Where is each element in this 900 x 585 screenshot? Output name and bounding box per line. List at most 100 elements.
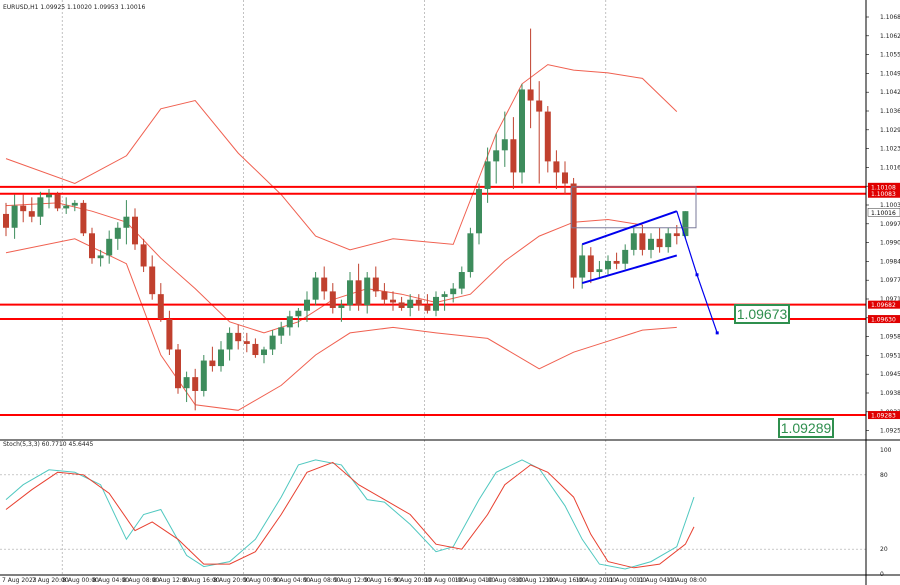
candle-body[interactable] bbox=[433, 296, 439, 311]
candle-body[interactable] bbox=[673, 233, 680, 237]
candle-body[interactable] bbox=[450, 288, 457, 295]
candle-body[interactable] bbox=[175, 349, 181, 389]
candle-body[interactable] bbox=[20, 205, 27, 212]
candle-body[interactable] bbox=[544, 111, 551, 162]
y-tick-label: 1.09710 bbox=[880, 296, 900, 303]
level-tag-box bbox=[867, 208, 900, 217]
candle-body[interactable] bbox=[304, 299, 310, 311]
y-tick-label: 1.09580 bbox=[880, 334, 900, 341]
candle-body[interactable] bbox=[579, 255, 586, 278]
candle-body[interactable] bbox=[407, 299, 414, 308]
candle-body[interactable] bbox=[166, 319, 173, 350]
target-callout-1-inner bbox=[736, 306, 788, 322]
target-callout-1: 1.09673 bbox=[734, 304, 790, 324]
x-tick-label: 7 Aug 2023 bbox=[2, 577, 37, 584]
candle-body[interactable] bbox=[510, 139, 517, 173]
candle-body[interactable] bbox=[11, 205, 18, 228]
candle-body[interactable] bbox=[209, 360, 216, 367]
candle-body[interactable] bbox=[665, 233, 672, 248]
candle-body[interactable] bbox=[338, 305, 345, 308]
candle-body[interactable] bbox=[587, 255, 594, 273]
candle-body[interactable] bbox=[562, 172, 568, 184]
candle-body[interactable] bbox=[226, 332, 233, 350]
candle-body[interactable] bbox=[89, 233, 95, 259]
candle-body[interactable] bbox=[613, 260, 620, 264]
y-tick-label: 1.10165 bbox=[880, 164, 900, 171]
x-tick-label: 10 Aug 20:00 bbox=[576, 577, 617, 584]
candle-body[interactable] bbox=[183, 377, 190, 389]
candle-body[interactable] bbox=[605, 260, 611, 270]
candle-body[interactable] bbox=[622, 249, 629, 264]
candle-body[interactable] bbox=[3, 213, 9, 228]
candle-body[interactable] bbox=[28, 211, 35, 217]
candle-body[interactable] bbox=[114, 227, 121, 239]
candle-body[interactable] bbox=[321, 277, 328, 292]
candle-body[interactable] bbox=[372, 277, 379, 292]
candle-body[interactable] bbox=[140, 244, 147, 267]
candle-body[interactable] bbox=[648, 238, 654, 250]
candle-body[interactable] bbox=[252, 343, 259, 356]
candle-body[interactable] bbox=[493, 150, 500, 162]
candle-body[interactable] bbox=[458, 272, 465, 289]
drawings[interactable] bbox=[571, 186, 719, 335]
candle-body[interactable] bbox=[570, 183, 577, 278]
candle-body[interactable] bbox=[54, 194, 61, 209]
candle-body[interactable] bbox=[218, 349, 224, 367]
candle-body[interactable] bbox=[71, 202, 78, 206]
candle-body[interactable] bbox=[476, 189, 482, 234]
candle-body[interactable] bbox=[46, 194, 52, 198]
y-tick-label: 1.09840 bbox=[880, 258, 900, 265]
x-tick-label: 9 Aug 16:00 bbox=[364, 577, 401, 584]
level-tag-label: 1.09682 bbox=[871, 302, 896, 309]
candle-body[interactable] bbox=[381, 291, 388, 300]
candle-body[interactable] bbox=[132, 216, 138, 245]
candle-body[interactable] bbox=[243, 341, 250, 344]
candle-body[interactable] bbox=[286, 316, 293, 328]
candle-body[interactable] bbox=[200, 360, 207, 391]
candle-body[interactable] bbox=[441, 294, 448, 297]
candle-body[interactable] bbox=[682, 211, 689, 237]
candle-body[interactable] bbox=[123, 216, 130, 228]
range-box[interactable] bbox=[571, 186, 697, 229]
candle-body[interactable] bbox=[63, 205, 70, 209]
candle-body[interactable] bbox=[553, 161, 560, 173]
candle-body[interactable] bbox=[527, 89, 534, 101]
candle-body[interactable] bbox=[192, 377, 199, 391]
channel-lower-line[interactable] bbox=[581, 254, 678, 285]
candle-body[interactable] bbox=[424, 305, 431, 311]
candle-body[interactable] bbox=[347, 280, 353, 306]
x-tick-label: 9 Aug 04:00 bbox=[274, 577, 311, 584]
candles[interactable] bbox=[3, 28, 689, 411]
candle-body[interactable] bbox=[261, 349, 267, 356]
candle-body[interactable] bbox=[596, 269, 603, 273]
candle-body[interactable] bbox=[467, 233, 474, 273]
candle-body[interactable] bbox=[157, 294, 164, 320]
candle-body[interactable] bbox=[639, 233, 646, 250]
candle-body[interactable] bbox=[415, 299, 422, 306]
candle-body[interactable] bbox=[630, 233, 637, 250]
stoch-tick-label: 80 bbox=[880, 472, 888, 479]
candle-body[interactable] bbox=[106, 238, 113, 256]
candle-body[interactable] bbox=[97, 255, 104, 259]
candle-body[interactable] bbox=[656, 238, 663, 248]
candle-body[interactable] bbox=[484, 161, 491, 190]
candle-body[interactable] bbox=[536, 100, 543, 112]
candle-body[interactable] bbox=[519, 89, 525, 173]
candle-body[interactable] bbox=[312, 277, 319, 300]
channel-upper-line[interactable] bbox=[581, 210, 678, 246]
candle-body[interactable] bbox=[355, 280, 362, 306]
candle-body[interactable] bbox=[149, 266, 156, 295]
bollinger-lower-line bbox=[5, 238, 677, 411]
candle-body[interactable] bbox=[398, 302, 405, 308]
candle-body[interactable] bbox=[278, 327, 285, 336]
candle-body[interactable] bbox=[501, 139, 508, 151]
candle-body[interactable] bbox=[329, 291, 336, 308]
candle-body[interactable] bbox=[364, 277, 371, 306]
candle-body[interactable] bbox=[235, 332, 242, 342]
candle-body[interactable] bbox=[269, 335, 276, 350]
candle-body[interactable] bbox=[390, 299, 396, 303]
candle-body[interactable] bbox=[295, 310, 302, 317]
candle-body[interactable] bbox=[37, 197, 44, 217]
candle-body[interactable] bbox=[80, 202, 87, 234]
